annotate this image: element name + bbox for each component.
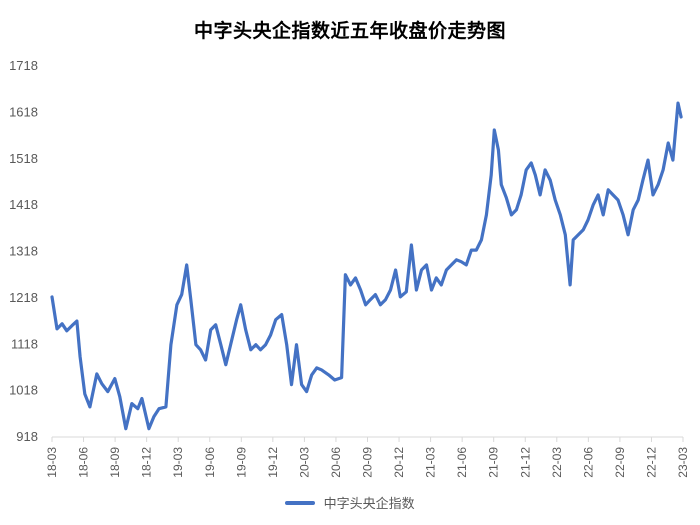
x-tick-label: 23-03	[676, 447, 690, 478]
y-tick-label: 918	[16, 429, 38, 444]
y-tick-label: 1718	[9, 58, 38, 73]
y-tick-label: 1118	[11, 336, 38, 351]
legend: 中字头央企指数	[0, 493, 700, 512]
x-tick-label: 20-06	[329, 447, 343, 478]
y-tick-label: 1518	[9, 151, 38, 166]
x-tick-label: 18-12	[140, 447, 154, 478]
x-tick-label: 21-09	[487, 447, 501, 478]
x-tick-label: 21-03	[424, 447, 438, 478]
chart-title: 中字头央企指数近五年收盘价走势图	[193, 20, 506, 42]
y-tick-label: 1218	[9, 290, 38, 305]
y-tick-label: 1018	[9, 383, 38, 398]
y-tick-label: 1318	[9, 244, 38, 259]
x-tick-label: 18-09	[108, 447, 122, 478]
x-tick-label: 20-09	[361, 447, 375, 478]
x-tick-label: 18-03	[45, 447, 59, 478]
x-tick-label: 19-06	[203, 447, 217, 478]
x-tick-label: 22-03	[550, 447, 564, 478]
y-tick-label: 1418	[9, 197, 38, 212]
x-axis: 18-03 18-06 18-09 18-12 19-03 19-06 19-09 19-12…	[45, 436, 690, 478]
x-tick-label: 18-06	[77, 447, 91, 478]
x-tick-label: 19-03	[171, 447, 185, 478]
x-tick-label: 20-12	[392, 447, 406, 478]
x-tick-label: 21-12	[518, 447, 532, 478]
x-tick-label: 22-12	[644, 447, 658, 478]
x-tick-label: 19-12	[266, 447, 280, 478]
legend-line-swatch	[285, 500, 316, 505]
x-tick-label: 22-09	[613, 447, 627, 478]
x-tick-label: 21-06	[455, 447, 469, 478]
x-tick-label: 19-09	[234, 447, 248, 478]
x-tick-label: 22-06	[581, 447, 595, 478]
x-tick-label: 20-03	[297, 447, 311, 478]
series-line	[50, 101, 683, 431]
y-tick-label: 1618	[9, 104, 38, 119]
y-axis: 918 1018 1118 1218 1318 1418 1518 1618 1718	[9, 58, 38, 444]
legend-label: 中字头央企指数	[323, 497, 415, 512]
